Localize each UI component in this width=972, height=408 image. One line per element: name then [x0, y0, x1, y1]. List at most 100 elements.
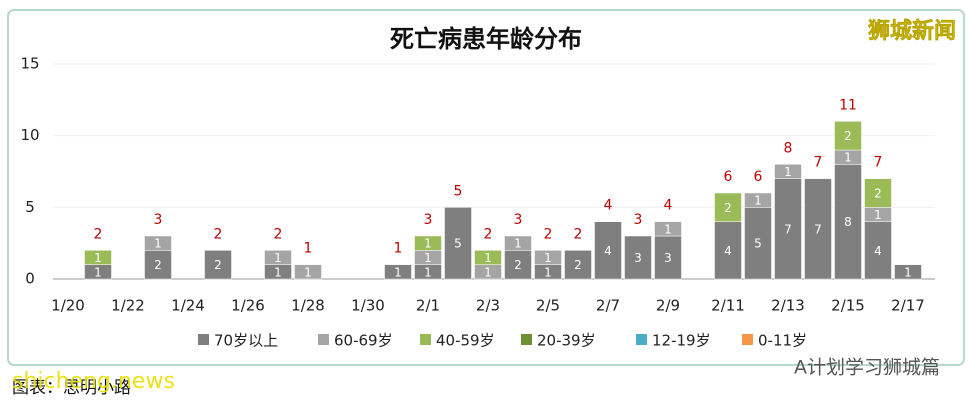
data-label: 1	[94, 265, 102, 279]
bar-segment	[264, 250, 292, 265]
data-label: 1	[544, 251, 552, 265]
bar-segment	[714, 192, 742, 222]
data-label: 1	[424, 251, 432, 265]
data-label: 2	[154, 258, 162, 272]
bar-segment	[144, 250, 172, 280]
data-label: 4	[604, 244, 612, 258]
bar-segment	[834, 164, 862, 280]
legend-swatch	[318, 334, 329, 345]
legend-label: 40-59岁	[436, 332, 495, 350]
data-label: 1	[784, 165, 792, 179]
x-tick-label: 1/22	[111, 297, 145, 315]
total-label: 3	[424, 212, 433, 228]
bar-segment	[204, 250, 232, 280]
y-tick-label: 10	[20, 126, 39, 144]
data-label: 1	[424, 237, 432, 251]
legend-swatch	[636, 334, 647, 345]
data-label: 2	[514, 258, 522, 272]
data-label: 1	[274, 251, 282, 265]
bar-segment	[624, 235, 652, 280]
chart-title: 死亡病患年龄分布	[390, 25, 582, 53]
data-label: 1	[514, 237, 522, 251]
bar-segment	[774, 178, 802, 280]
total-label: 7	[874, 155, 883, 171]
bar-segment	[504, 250, 532, 280]
data-label: 1	[484, 251, 492, 265]
bar-segment	[294, 264, 322, 280]
total-label: 2	[274, 226, 283, 242]
x-tick-label: 1/28	[291, 297, 325, 315]
bar-segment	[594, 221, 622, 280]
legend-label: 20-39岁	[537, 332, 596, 350]
total-label: 6	[724, 169, 733, 185]
bar-segment	[714, 221, 742, 280]
data-label: 3	[634, 251, 642, 265]
x-tick-label: 2/15	[831, 297, 865, 315]
bar-segment	[534, 250, 562, 265]
data-label: 1	[154, 237, 162, 251]
bar-segment	[414, 235, 442, 251]
x-tick-label: 2/13	[771, 297, 805, 315]
data-label: 5	[454, 237, 462, 251]
bar-segment	[744, 207, 772, 280]
total-label: 8	[784, 140, 793, 156]
total-label: 3	[154, 212, 163, 228]
total-label: 3	[634, 212, 643, 228]
legend-label: 60-69岁	[334, 332, 393, 350]
x-tick-label: 1/30	[351, 297, 385, 315]
data-label: 1	[304, 265, 312, 279]
y-tick-label: 0	[25, 270, 35, 288]
bar-segment	[444, 207, 472, 280]
data-label: 3	[664, 251, 672, 265]
legend-label: 0-11岁	[758, 332, 807, 350]
source: 图表：思明小路	[12, 378, 131, 398]
total-label: 2	[574, 226, 583, 242]
bar-segment	[84, 250, 112, 265]
legend-swatch	[742, 334, 753, 345]
y-tick-label: 15	[20, 55, 39, 73]
wechat: A计划学习狮城篇	[794, 357, 940, 379]
x-tick-label: 1/26	[231, 297, 265, 315]
x-tick-label: 2/9	[656, 297, 680, 315]
watermark: 狮城新闻	[868, 18, 956, 44]
x-tick-label: 2/11	[711, 297, 745, 315]
data-label: 5	[754, 237, 762, 251]
data-label: 1	[394, 265, 402, 279]
total-label: 4	[664, 198, 673, 214]
total-label: 2	[544, 226, 553, 242]
x-tick-label: 2/5	[536, 297, 560, 315]
total-label: 5	[454, 183, 463, 199]
bar-segment	[564, 250, 592, 280]
bar-segment	[864, 221, 892, 280]
bar-segment	[654, 221, 682, 237]
x-tick-label: 2/7	[596, 297, 620, 315]
legend-swatch	[420, 334, 431, 345]
legend-swatch	[198, 334, 209, 345]
data-label: 1	[274, 265, 282, 279]
legend-label: 70岁以上	[214, 332, 278, 350]
total-label: 7	[814, 155, 823, 171]
data-label: 1	[424, 265, 432, 279]
data-label: 1	[484, 265, 492, 279]
data-label: 4	[874, 244, 882, 258]
bar-segment	[384, 264, 412, 280]
total-label: 2	[214, 226, 223, 242]
total-label: 11	[839, 97, 857, 113]
data-label: 2	[844, 129, 852, 143]
bar-segment	[834, 121, 862, 151]
data-label: 1	[94, 251, 102, 265]
bar-segment	[894, 264, 922, 280]
data-label: 4	[724, 244, 732, 258]
data-label: 7	[814, 222, 822, 236]
total-label: 1	[394, 241, 403, 257]
bar-segment	[774, 164, 802, 179]
data-label: 1	[844, 151, 852, 165]
data-label: 2	[214, 258, 222, 272]
data-label: 1	[544, 265, 552, 279]
total-label: 2	[94, 226, 103, 242]
data-label: 2	[574, 258, 582, 272]
site: shicheng.news	[12, 369, 175, 394]
data-label: 8	[844, 215, 852, 229]
legend-label: 12-19岁	[652, 332, 711, 350]
